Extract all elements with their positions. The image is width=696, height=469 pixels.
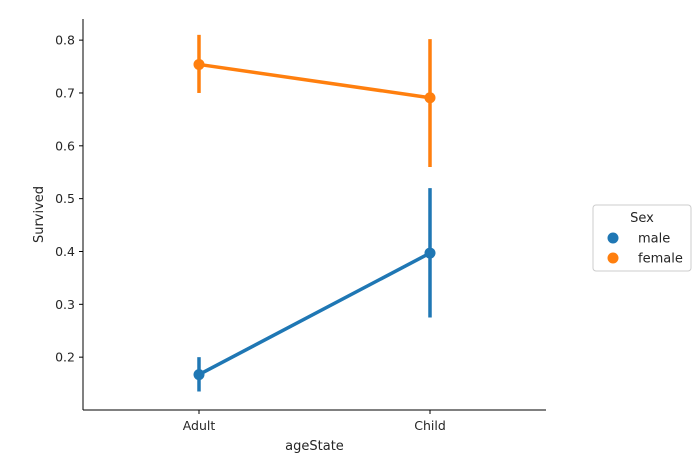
x-tick-label: Child <box>414 418 446 433</box>
x-tick-label: Adult <box>183 418 216 433</box>
x-ticks: Adult Child <box>183 410 446 433</box>
legend: Sex male female <box>592 204 692 272</box>
x-axis-label: ageState <box>285 439 344 454</box>
y-tick-label: 0.2 <box>55 350 75 365</box>
legend-label-female: female <box>638 252 683 267</box>
legend-item-male: male <box>607 232 670 247</box>
legend-title: Sex <box>630 211 654 226</box>
legend-item-female: female <box>607 252 683 267</box>
data-point-female <box>424 92 436 104</box>
data-point-male <box>424 247 436 259</box>
data-point-male <box>193 369 205 381</box>
legend-box <box>592 204 692 272</box>
legend-label-male: male <box>638 232 670 247</box>
y-axis-label: Survived <box>32 186 47 243</box>
legend-items: male female <box>607 232 683 267</box>
data-point-female <box>193 58 205 70</box>
y-tick-label: 0.6 <box>55 138 75 153</box>
y-tick-label: 0.5 <box>55 191 75 206</box>
series-male <box>193 188 436 392</box>
axes: 0.2 0.3 0.4 0.5 0.6 0.7 0.8 Adult Child <box>55 19 546 433</box>
y-tick-label: 0.3 <box>55 297 75 312</box>
legend-marker-female <box>607 252 619 264</box>
series-layer <box>193 34 436 392</box>
y-tick-label: 0.8 <box>55 33 75 48</box>
series-line-male <box>198 251 431 377</box>
y-ticks: 0.2 0.3 0.4 0.5 0.6 0.7 0.8 <box>55 33 83 365</box>
legend-marker-male <box>607 232 619 244</box>
series-line-female <box>198 62 431 100</box>
series-female <box>193 34 436 167</box>
y-tick-label: 0.4 <box>55 244 75 259</box>
y-tick-label: 0.7 <box>55 85 75 100</box>
